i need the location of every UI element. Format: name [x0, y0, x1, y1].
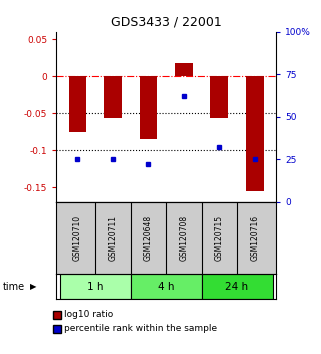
Text: 1 h: 1 h — [87, 282, 103, 292]
Text: GSM120715: GSM120715 — [215, 215, 224, 261]
Bar — [131, 274, 202, 299]
Text: GSM120710: GSM120710 — [73, 215, 82, 261]
Bar — [175, 63, 193, 76]
Text: GDS3433 / 22001: GDS3433 / 22001 — [111, 16, 221, 29]
Text: GSM120711: GSM120711 — [108, 215, 117, 261]
Text: GSM120716: GSM120716 — [250, 215, 259, 261]
Bar — [140, 76, 157, 139]
Bar — [246, 76, 264, 191]
Text: GSM120648: GSM120648 — [144, 215, 153, 261]
Text: ▶: ▶ — [30, 282, 36, 291]
Text: time: time — [3, 282, 25, 292]
Text: 4 h: 4 h — [158, 282, 174, 292]
Text: percentile rank within the sample: percentile rank within the sample — [64, 324, 217, 333]
Text: GSM120708: GSM120708 — [179, 215, 188, 261]
Bar — [60, 274, 131, 299]
Bar — [211, 76, 228, 118]
Text: 24 h: 24 h — [225, 282, 248, 292]
Bar — [69, 76, 86, 132]
Bar — [202, 274, 273, 299]
Text: log10 ratio: log10 ratio — [64, 310, 113, 319]
Bar — [104, 76, 122, 118]
